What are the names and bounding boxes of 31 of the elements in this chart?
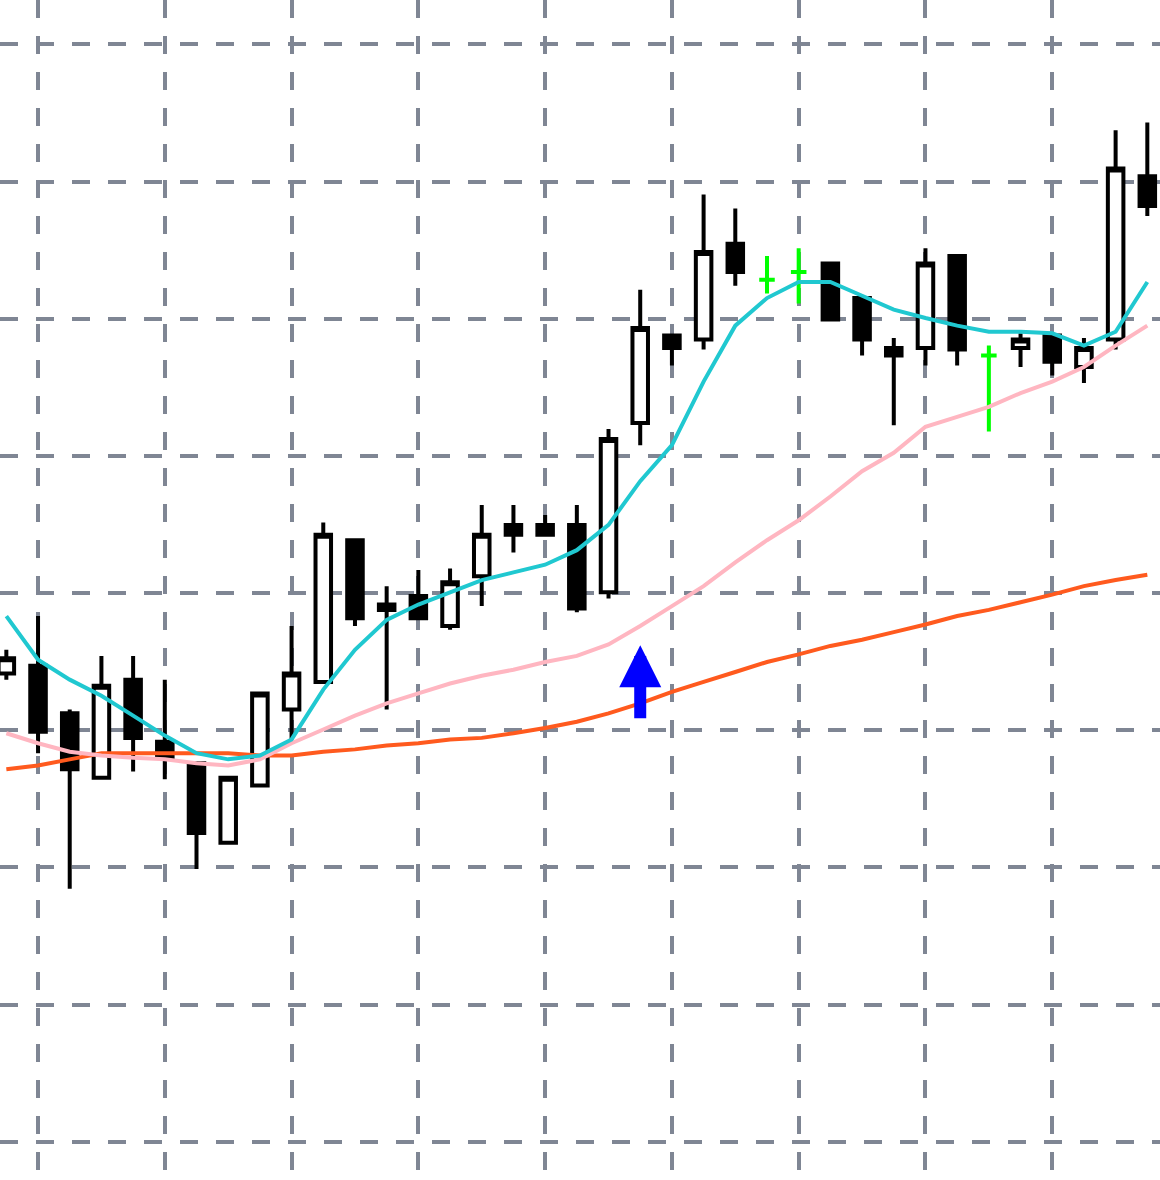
candlestick bbox=[662, 333, 682, 368]
candlestick bbox=[28, 614, 48, 756]
candlestick bbox=[852, 296, 872, 358]
candlestick bbox=[788, 246, 809, 306]
candlestick bbox=[884, 335, 904, 428]
candlestick bbox=[345, 538, 365, 629]
candlestick bbox=[693, 192, 714, 352]
candlestick bbox=[598, 427, 619, 601]
candlestick bbox=[1010, 331, 1031, 370]
candlestick bbox=[915, 246, 936, 368]
candlestick bbox=[313, 520, 334, 684]
candlestick bbox=[725, 206, 746, 288]
candlestick bbox=[218, 775, 238, 845]
candlestick bbox=[281, 624, 302, 742]
candlestick bbox=[1042, 333, 1062, 378]
candlestick bbox=[630, 287, 650, 448]
candlestick bbox=[471, 502, 492, 609]
candlestick bbox=[567, 502, 587, 615]
candlestick bbox=[376, 584, 397, 712]
candlestick bbox=[757, 253, 777, 296]
candlestick bbox=[123, 653, 143, 774]
candlestick bbox=[947, 253, 967, 368]
candlestick bbox=[535, 512, 555, 537]
candlestick bbox=[1137, 120, 1158, 219]
candlestick bbox=[440, 566, 460, 632]
candlestick bbox=[979, 343, 999, 434]
candlestick bbox=[59, 707, 80, 891]
candlestick bbox=[1105, 128, 1126, 352]
candlestick bbox=[186, 761, 207, 871]
candlestick bbox=[250, 691, 270, 788]
candlestick bbox=[503, 502, 524, 555]
